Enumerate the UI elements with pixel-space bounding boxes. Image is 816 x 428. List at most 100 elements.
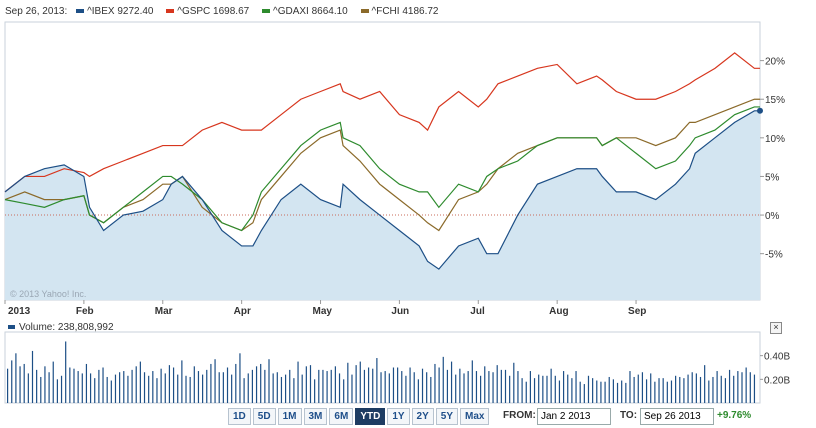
volume-bar — [156, 378, 158, 403]
volume-bar — [272, 373, 274, 403]
volume-bar — [276, 372, 278, 403]
volume-bar — [363, 369, 366, 403]
range-1y-button[interactable]: 1Y — [387, 408, 410, 425]
volume-bar — [625, 382, 627, 403]
volume-bar — [687, 374, 689, 403]
volume-bar — [650, 373, 652, 403]
volume-bar — [654, 381, 656, 403]
x-tick-label: Jul — [470, 306, 485, 317]
to-date-input[interactable]: Sep 26 2013 — [640, 408, 714, 425]
range-2y-button[interactable]: 2Y — [411, 408, 434, 425]
volume-bar — [380, 372, 382, 403]
from-date-input[interactable]: Jan 2 2013 — [537, 408, 611, 425]
volume-bar — [675, 375, 677, 403]
range-1m-button[interactable]: 1M — [277, 408, 302, 425]
legend-fchi[interactable]: ^FCHI 4186.72 — [360, 6, 438, 17]
volume-bar — [284, 374, 287, 403]
volume-bar — [351, 374, 353, 403]
volume-bar — [550, 368, 552, 403]
volume-bar — [571, 378, 573, 403]
legend-gdaxi[interactable]: ^GDAXI 8664.10 — [262, 6, 348, 17]
volume-bar — [367, 367, 370, 403]
range-3m-button[interactable]: 3M — [303, 408, 328, 425]
volume-bar — [430, 376, 432, 403]
close-volume-button[interactable]: × — [770, 322, 782, 334]
volume-bar — [81, 373, 83, 403]
volume-bar — [500, 369, 502, 403]
volume-bar — [334, 366, 336, 403]
range-6m-button[interactable]: 6M — [329, 408, 354, 425]
volume-bar — [712, 376, 714, 403]
volume-bar — [164, 373, 166, 403]
y-tick-label: 20% — [765, 57, 785, 68]
volume-bar — [608, 376, 610, 403]
volume-bar — [492, 372, 494, 403]
volume-bar — [517, 371, 519, 403]
volume-bar — [401, 371, 403, 403]
volume-bar — [127, 375, 129, 403]
volume-bar — [521, 378, 523, 403]
volume-bar — [670, 380, 673, 403]
range-max-button[interactable]: Max — [460, 408, 490, 425]
legend-fchi-swatch — [360, 9, 369, 14]
volume-bar — [338, 373, 341, 403]
volume-bar — [65, 341, 67, 403]
x-tick-label: May — [313, 306, 333, 317]
volume-bar — [326, 371, 328, 403]
legend-gspc[interactable]: ^GSPC 1698.67 — [166, 6, 249, 17]
range-5y-button[interactable]: 5Y — [435, 408, 459, 425]
volume-bar — [301, 374, 303, 403]
volume-bar — [218, 372, 220, 403]
volume-bar — [724, 378, 727, 403]
volume-bar — [450, 361, 453, 403]
volume-bar — [637, 374, 639, 403]
volume-bar — [152, 371, 154, 403]
volume-bar — [202, 374, 204, 403]
range-5d-button[interactable]: 5D — [252, 408, 276, 425]
volume-bar — [77, 371, 79, 403]
volume-bar — [529, 371, 531, 403]
volume-bar — [123, 371, 125, 403]
volume-bar — [467, 371, 469, 403]
volume-bar — [40, 376, 42, 403]
volume-y-tick-label: 0.40B — [764, 352, 790, 363]
volume-bar — [484, 366, 486, 403]
volume-bar — [496, 365, 498, 403]
volume-bar — [359, 361, 361, 403]
gspc-line — [4, 52, 760, 193]
volume-bar — [720, 375, 722, 403]
volume-bar — [480, 375, 482, 403]
volume-bar — [554, 375, 556, 403]
volume-bar — [538, 374, 540, 403]
volume-bar — [658, 378, 660, 403]
volume-bar — [148, 375, 150, 403]
volume-bar — [438, 367, 440, 403]
y-tick-label: 15% — [765, 95, 785, 106]
volume-bar — [583, 384, 585, 403]
volume-bar — [193, 366, 195, 403]
volume-bar — [177, 374, 179, 403]
volume-bar — [318, 369, 320, 403]
volume-bar — [343, 379, 345, 403]
volume-bar — [143, 372, 146, 403]
volume-bar — [119, 372, 121, 403]
volume-bar — [172, 367, 175, 403]
range-ytd-button[interactable]: YTD — [355, 408, 386, 425]
y-tick-label: 0% — [765, 211, 780, 222]
ibex-area — [5, 110, 760, 300]
volume-bar — [231, 374, 233, 403]
volume-bar — [94, 378, 96, 403]
volume-bar — [330, 369, 332, 403]
volume-bar — [641, 372, 644, 403]
volume-bar — [131, 369, 133, 403]
volume-bar — [596, 380, 598, 403]
volume-bar — [509, 375, 511, 403]
volume-bar — [264, 369, 266, 403]
volume-bar — [409, 367, 411, 403]
volume-bar — [753, 374, 756, 403]
legend-ibex[interactable]: ^IBEX 9272.40 — [76, 6, 153, 17]
volume-bar — [106, 376, 108, 403]
range-1d-button[interactable]: 1D — [228, 408, 251, 425]
volume-bar — [459, 368, 461, 403]
volume-label-text: Volume: 238,808,992 — [19, 322, 114, 333]
